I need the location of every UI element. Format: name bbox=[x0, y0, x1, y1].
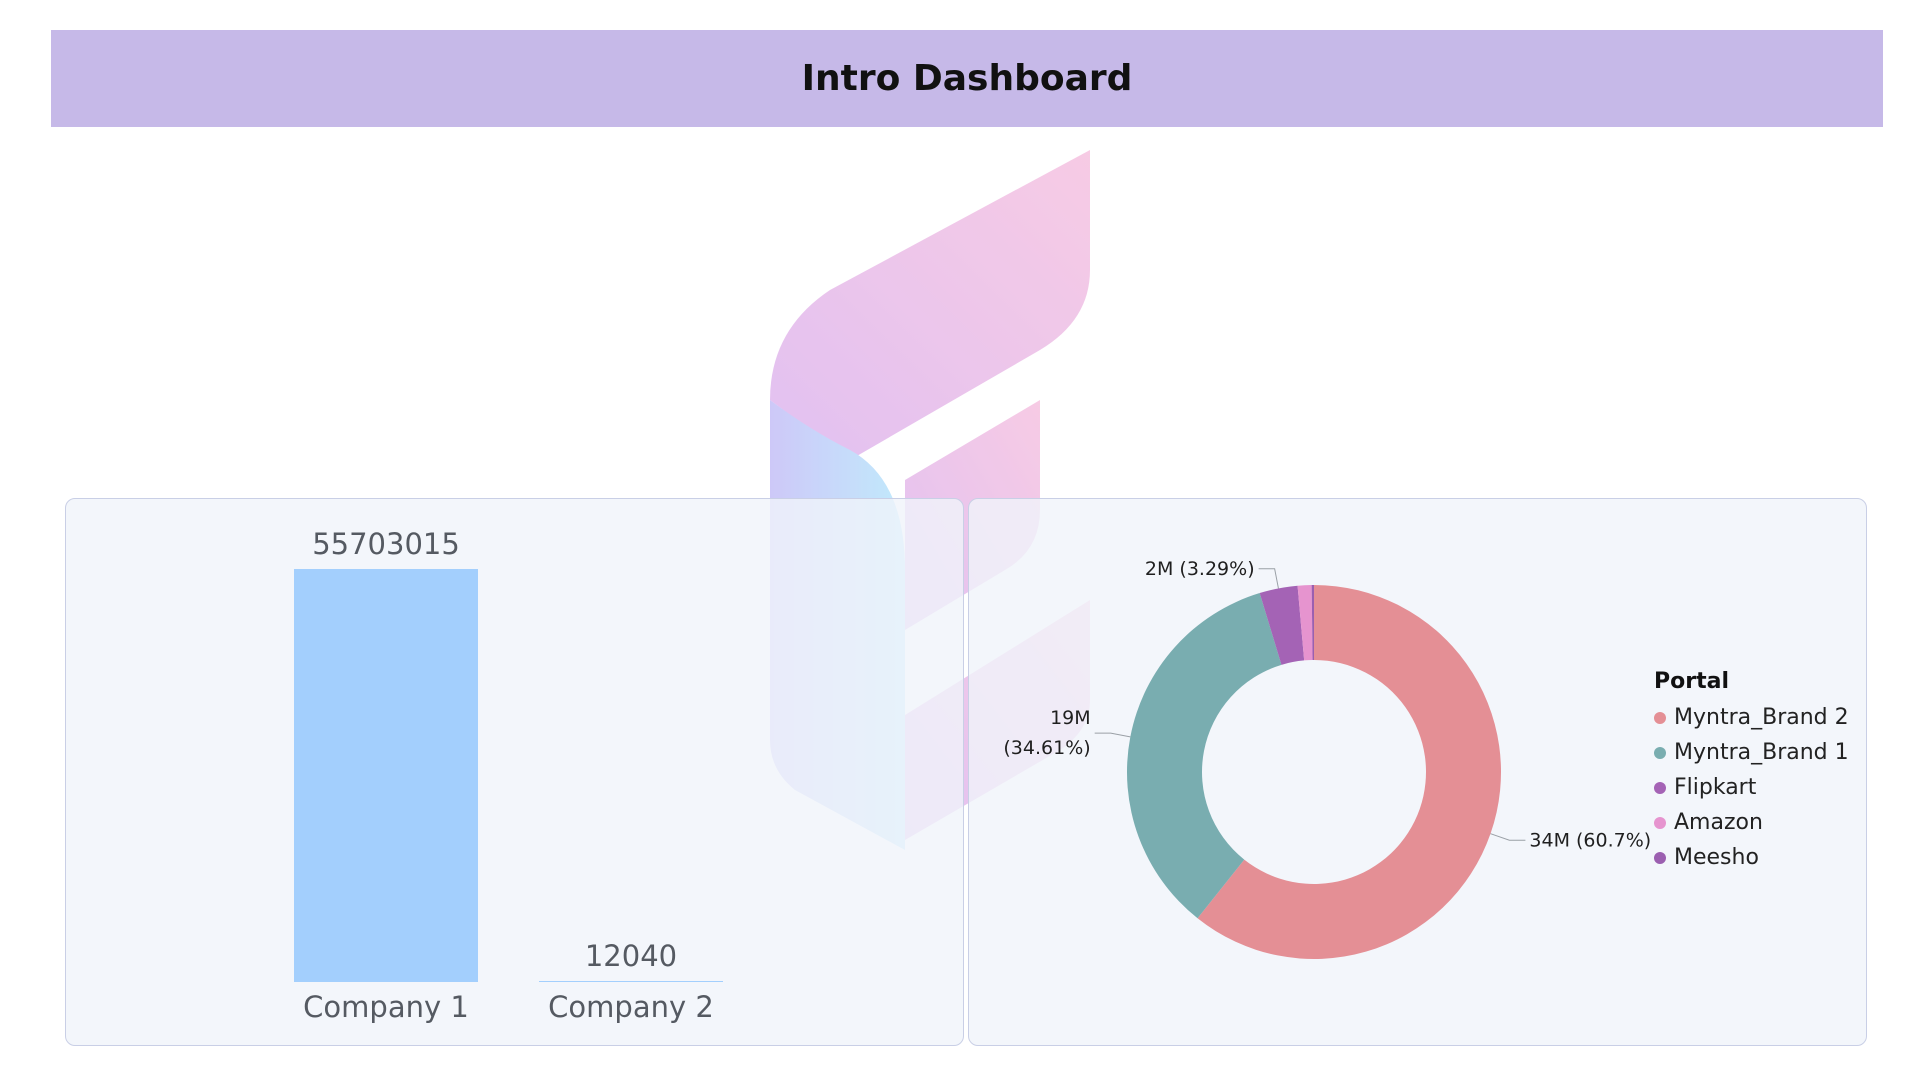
donut-slice-amazon bbox=[1297, 585, 1313, 661]
donut-slice-myntra-brand-1 bbox=[1127, 593, 1282, 919]
legend-item-label: Myntra_Brand 1 bbox=[1674, 740, 1849, 765]
bar-value-label: 55703015 bbox=[312, 527, 460, 561]
x-axis-tick-label: Company 2 bbox=[548, 990, 714, 1024]
legend-item[interactable]: Myntra_Brand 1 bbox=[1654, 735, 1849, 770]
bar-company-1 bbox=[294, 569, 478, 982]
bar-company-2 bbox=[539, 981, 723, 982]
page-title: Intro Dashboard bbox=[801, 58, 1133, 99]
legend-items: Myntra_Brand 2 Myntra_Brand 1 Flipkart Amaz… bbox=[1654, 700, 1849, 875]
legend-color-dot bbox=[1654, 816, 1666, 829]
legend-item-label: Myntra_Brand 2 bbox=[1674, 705, 1849, 730]
legend-item[interactable]: Flipkart bbox=[1654, 770, 1849, 805]
legend-item[interactable]: Amazon bbox=[1654, 805, 1849, 840]
legend-color-dot bbox=[1654, 711, 1666, 724]
slice-label-leader-line bbox=[1258, 568, 1279, 589]
legend-color-dot bbox=[1654, 781, 1666, 794]
x-axis-tick-label: Company 1 bbox=[303, 990, 469, 1024]
legend-color-dot bbox=[1654, 851, 1666, 864]
bar-chart-panel: 55703015 Company 1 12040 Company 2 bbox=[65, 498, 964, 1046]
bar-value-label: 12040 bbox=[584, 939, 678, 973]
donut-slice-myntra-brand-2 bbox=[1197, 585, 1501, 959]
legend-title: Portal bbox=[1654, 669, 1729, 694]
legend-item-label: Meesho bbox=[1674, 845, 1759, 870]
slice-label-leader-line bbox=[1094, 732, 1131, 738]
legend-item-label: Amazon bbox=[1674, 810, 1763, 835]
dashboard-header: Intro Dashboard bbox=[51, 30, 1883, 127]
donut-slice-flipkart bbox=[1259, 585, 1305, 665]
legend-item[interactable]: Meesho bbox=[1654, 840, 1849, 875]
legend-item-label: Flipkart bbox=[1674, 775, 1757, 800]
donut-chart-panel: 34M (60.7%) 19M (34.61%) 2M (3.29%) Portal … bbox=[968, 498, 1867, 1046]
legend-item[interactable]: Myntra_Brand 2 bbox=[1654, 700, 1849, 735]
chart-legend: Portal Myntra_Brand 2 Myntra_Brand 1 Flipk… bbox=[1654, 669, 1849, 875]
legend-color-dot bbox=[1654, 746, 1666, 759]
donut-slice-meesho bbox=[1311, 585, 1314, 661]
slice-data-label: 19M (34.61%) bbox=[1003, 707, 1090, 759]
slice-label-leader-line bbox=[1490, 833, 1526, 841]
slice-data-label: 2M (3.29%) bbox=[1145, 558, 1255, 580]
slice-data-label: 34M (60.7%) bbox=[1529, 829, 1651, 851]
